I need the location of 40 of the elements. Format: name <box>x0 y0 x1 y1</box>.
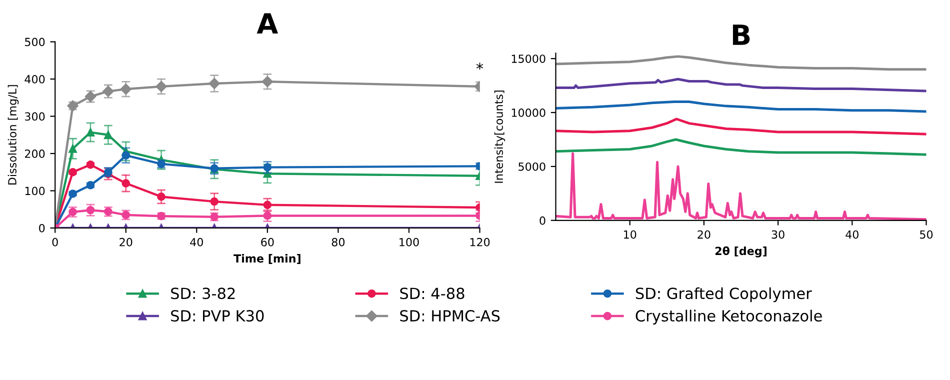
line-series <box>556 118 926 136</box>
x-tick-label: 120 <box>470 238 490 246</box>
legend-label: SD: HPMC-AS <box>400 310 500 322</box>
y-tick-label: 10000 <box>512 108 546 117</box>
legend-label: SD: Grafted Copolymer <box>636 287 812 302</box>
legend-label: Crystalline Ketoconazole <box>636 310 822 325</box>
legend-label: SD: PVP K30 <box>171 310 264 322</box>
y-axis-title: Dissolution [mg/L] <box>8 85 19 185</box>
chart-title: A <box>256 13 278 34</box>
x-tick-label: 10 <box>624 230 636 239</box>
line-series <box>556 78 926 92</box>
annotation: * <box>476 62 484 70</box>
x-tick-label: 20 <box>698 230 710 239</box>
x-tick-label: 100 <box>400 238 419 246</box>
line-series <box>556 100 926 113</box>
legend-label: SD: 3-82 <box>171 288 235 300</box>
y-tick-label: 5000 <box>518 162 546 171</box>
y-tick-label: 100 <box>25 186 45 196</box>
x-tick-label: 40 <box>846 230 858 239</box>
x-axis-title: Time [min] <box>234 254 300 264</box>
x-tick-label: 80 <box>332 238 345 246</box>
legend-label: SD: 4-88 <box>400 288 464 300</box>
y-axis-title: Intensity[counts] <box>494 90 506 183</box>
line-series <box>556 55 926 71</box>
y-tick-label: 200 <box>24 149 45 158</box>
y-tick-label: 15000 <box>512 54 546 63</box>
x-tick-label: 20 <box>120 238 132 246</box>
y-tick-label: 0 <box>39 224 45 232</box>
y-tick-label: 500 <box>25 38 45 46</box>
y-tick-label: 400 <box>24 75 45 84</box>
line-series <box>556 138 926 156</box>
x-tick-label: 50 <box>920 230 933 239</box>
y-tick-label: 0 <box>540 216 546 225</box>
x-tick-label: 60 <box>261 238 274 246</box>
chart-title: B <box>732 24 750 45</box>
x-tick-label: 30 <box>772 230 784 239</box>
y-tick-label: 300 <box>25 112 45 121</box>
x-tick-label: 40 <box>190 238 203 246</box>
x-tick-label: 0 <box>52 238 58 246</box>
x-axis-title: 2θ [deg] <box>715 246 766 258</box>
